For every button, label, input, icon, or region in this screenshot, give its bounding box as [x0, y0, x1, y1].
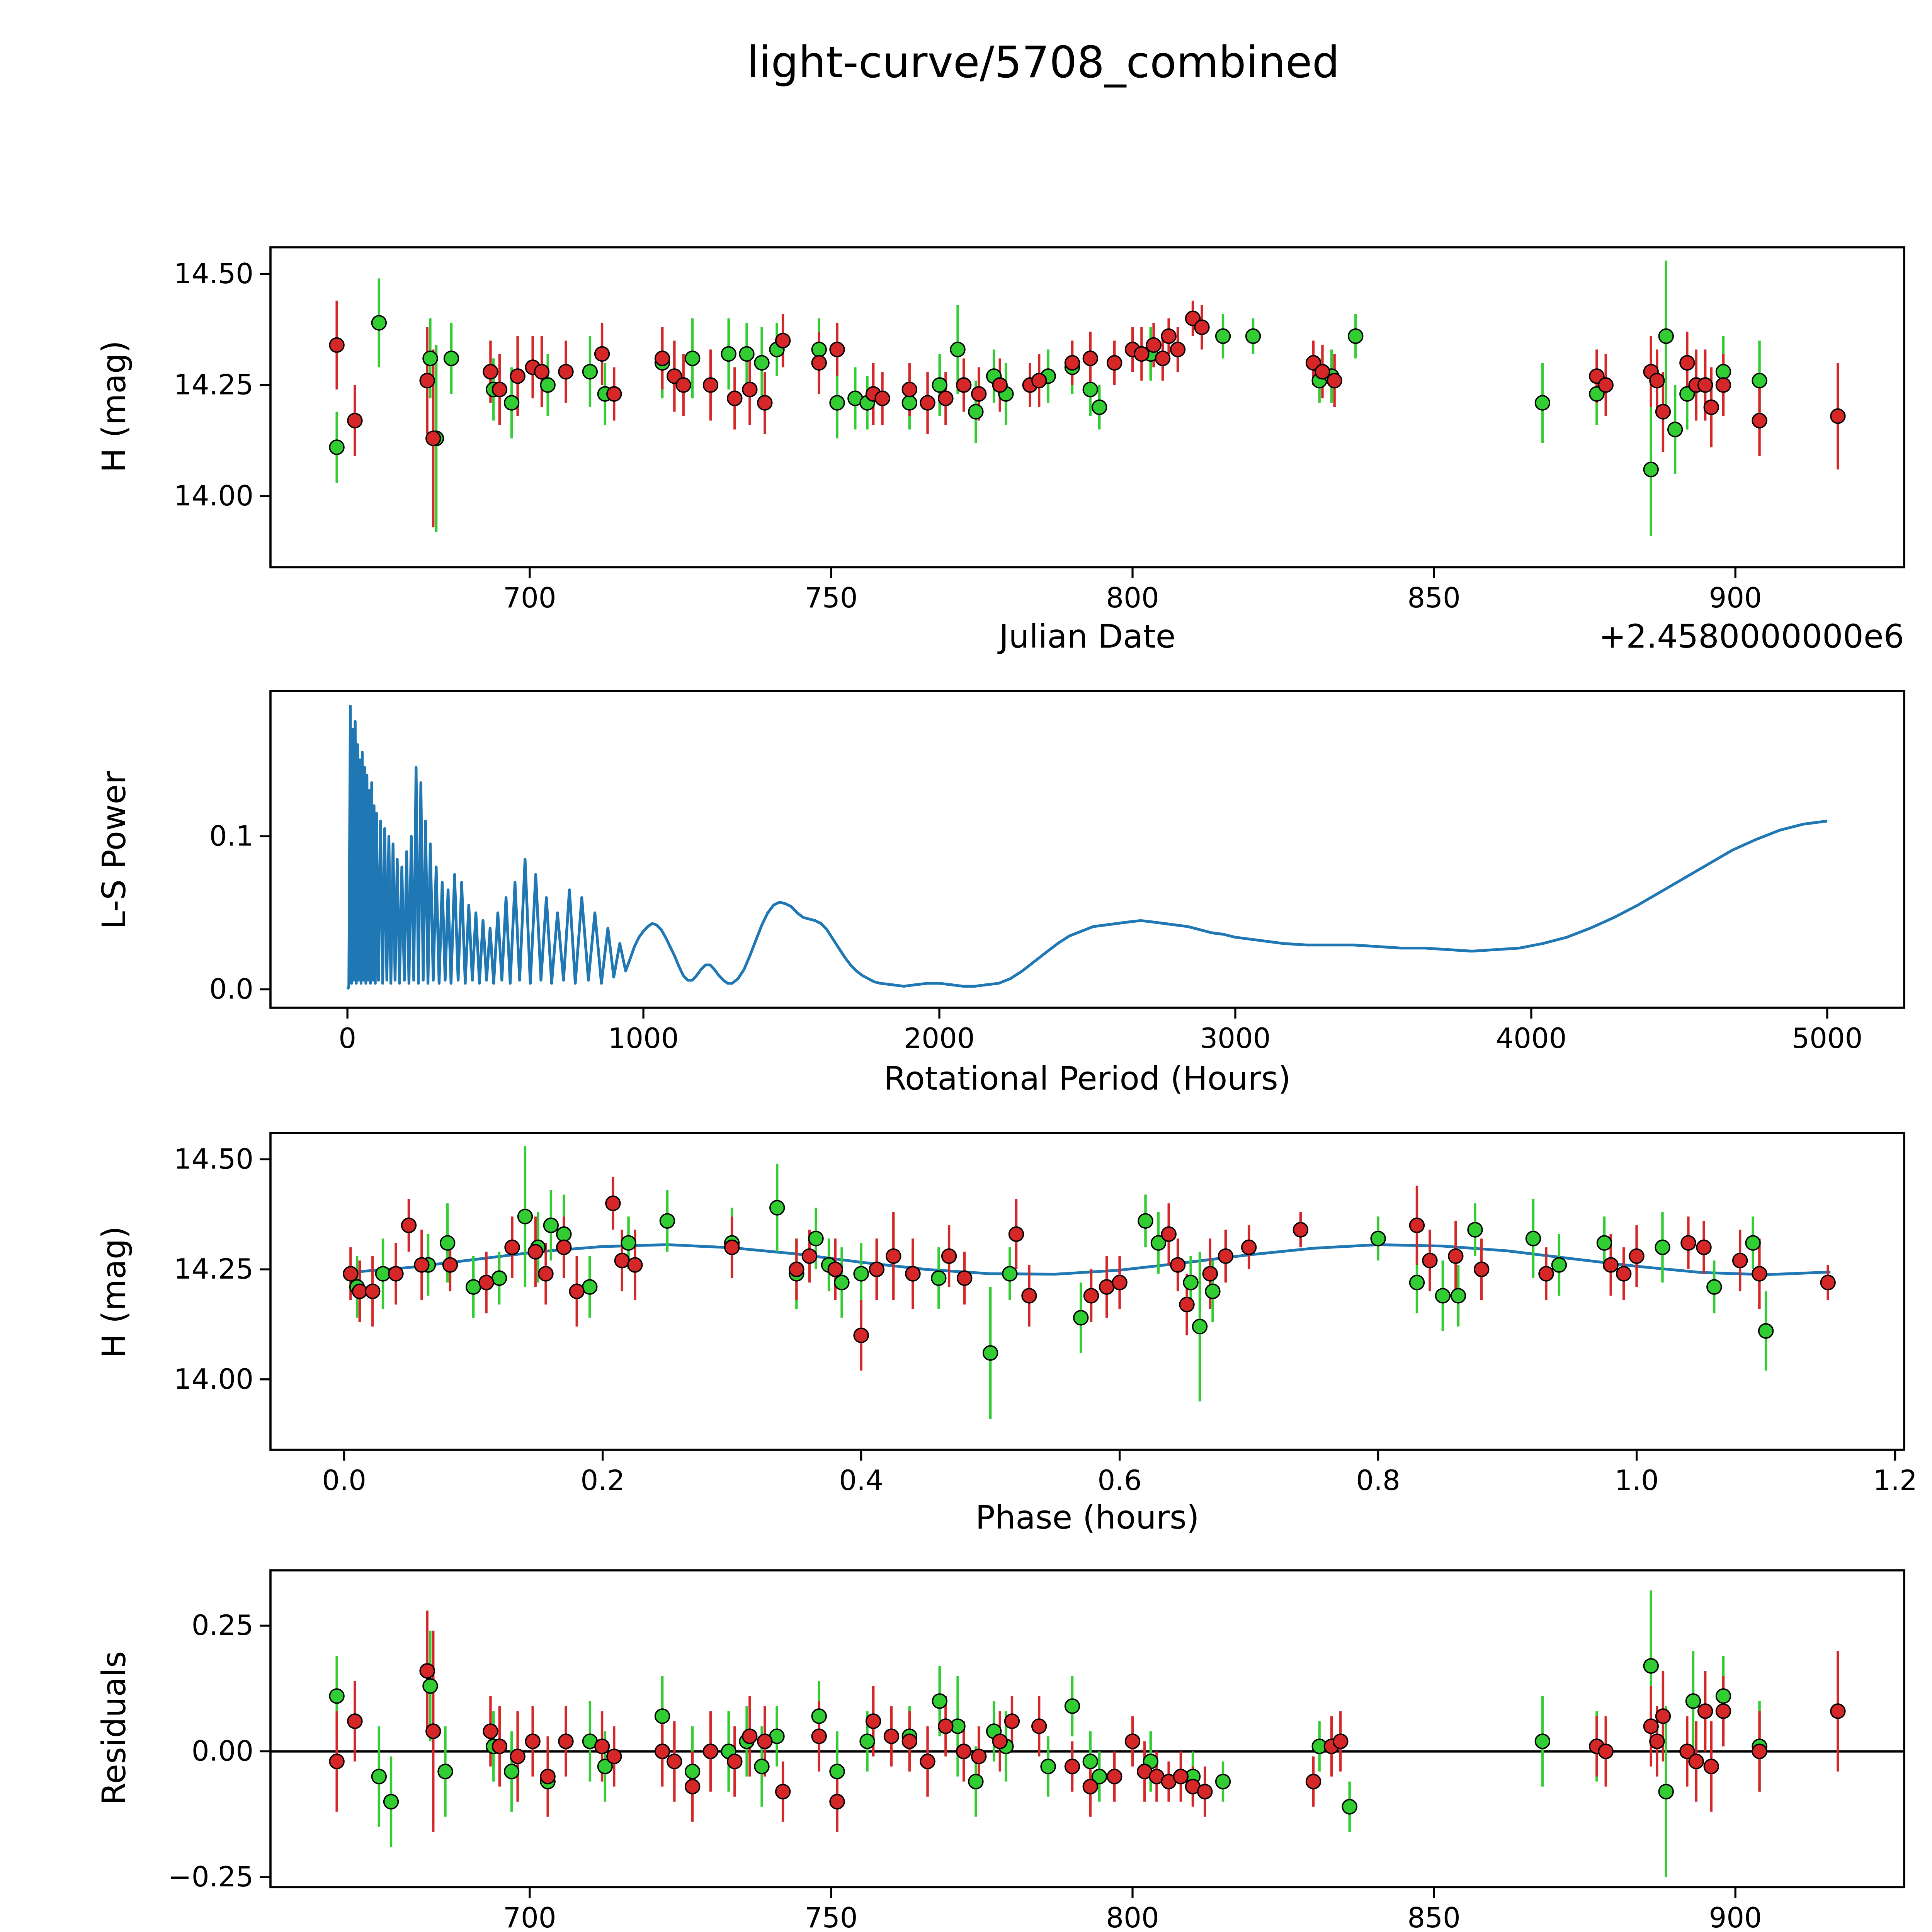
- panel2-xlabel: Rotational Period (Hours): [884, 1060, 1291, 1097]
- svg-text:750: 750: [804, 1901, 857, 1932]
- svg-text:850: 850: [1407, 1901, 1460, 1932]
- panel-3: 0.0 0.2 0.4 0.6 0.8 1.0 1.2 14.00 14.25 14.50: [174, 1132, 1917, 1497]
- svg-text:5000: 5000: [1792, 1022, 1862, 1054]
- svg-text:0.2: 0.2: [580, 1464, 625, 1497]
- panel2-ylabel: L-S Power: [96, 771, 133, 929]
- svg-text:14.25: 14.25: [174, 1253, 253, 1285]
- svg-text:0.1: 0.1: [209, 820, 253, 852]
- panel1-ylabel: H (mag): [96, 340, 133, 473]
- svg-text:0.8: 0.8: [1356, 1464, 1400, 1497]
- svg-text:900: 900: [1709, 1901, 1762, 1932]
- svg-text:0.0: 0.0: [322, 1464, 366, 1497]
- svg-text:14.25: 14.25: [174, 369, 253, 401]
- svg-text:0.25: 0.25: [192, 1609, 253, 1641]
- svg-text:1.2: 1.2: [1873, 1464, 1917, 1497]
- panel4-ylabel: Residuals: [96, 1651, 133, 1805]
- svg-text:0.4: 0.4: [839, 1464, 883, 1497]
- svg-text:14.00: 14.00: [174, 1363, 253, 1395]
- svg-text:0: 0: [338, 1022, 356, 1054]
- svg-text:0.00: 0.00: [192, 1735, 253, 1767]
- panel1-xlabel: Julian Date: [999, 618, 1176, 655]
- svg-text:0.0: 0.0: [209, 973, 253, 1005]
- panel-1: 700 750 800 850 900 14.00 14.25 14.50: [174, 246, 1905, 614]
- svg-text:850: 850: [1407, 582, 1460, 614]
- panel3-ylabel: H (mag): [96, 1226, 133, 1359]
- svg-text:800: 800: [1106, 1901, 1159, 1932]
- svg-text:750: 750: [804, 582, 857, 614]
- svg-text:800: 800: [1106, 582, 1159, 614]
- svg-text:700: 700: [503, 582, 556, 614]
- svg-text:0.6: 0.6: [1097, 1464, 1142, 1497]
- svg-text:4000: 4000: [1496, 1022, 1566, 1054]
- svg-text:14.00: 14.00: [174, 480, 253, 512]
- svg-text:700: 700: [503, 1901, 556, 1932]
- panel-4: 700 750 800 850 900 −0.25 0.00 0.25: [168, 1569, 1905, 1932]
- svg-text:1.0: 1.0: [1614, 1464, 1659, 1497]
- panel-2: 0 1000 2000 3000 4000 5000 0.0 0.1: [209, 690, 1905, 1054]
- panel3-xlabel: Phase (hours): [975, 1499, 1199, 1536]
- svg-text:14.50: 14.50: [174, 257, 253, 290]
- panel1-axis-offset: +2.4580000000e6: [1599, 618, 1904, 655]
- svg-text:900: 900: [1709, 582, 1762, 614]
- svg-text:2000: 2000: [904, 1022, 975, 1054]
- figure-title: light-curve/5708_combined: [747, 37, 1340, 88]
- svg-text:14.50: 14.50: [174, 1143, 253, 1175]
- svg-text:−0.25: −0.25: [168, 1861, 253, 1893]
- svg-text:3000: 3000: [1200, 1022, 1270, 1054]
- svg-text:1000: 1000: [608, 1022, 679, 1054]
